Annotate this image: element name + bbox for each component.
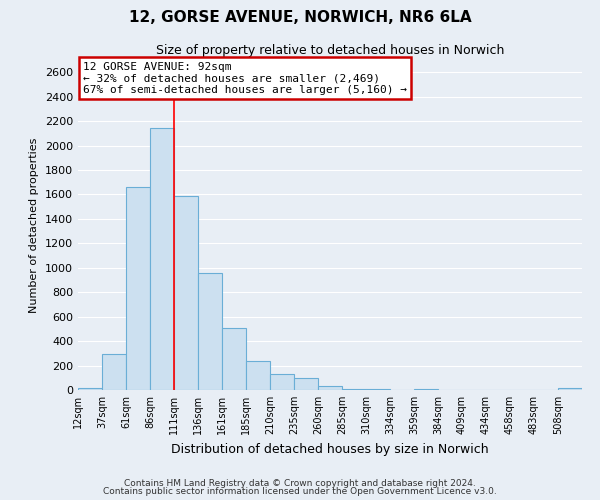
X-axis label: Distribution of detached houses by size in Norwich: Distribution of detached houses by size … [171,442,489,456]
Bar [126,187,150,390]
Bar [174,196,198,390]
Bar [246,360,270,390]
Text: 12, GORSE AVENUE, NORWICH, NR6 6LA: 12, GORSE AVENUE, NORWICH, NR6 6LA [128,10,472,25]
Title: Size of property relative to detached houses in Norwich: Size of property relative to detached ho… [156,44,504,58]
Bar [198,274,222,390]
Bar [270,374,294,390]
Text: Contains public sector information licensed under the Open Government Licence v3: Contains public sector information licen… [103,487,497,496]
Y-axis label: Number of detached properties: Number of detached properties [29,138,40,312]
Bar [558,388,582,390]
Bar [102,354,126,390]
Bar [150,128,174,390]
Bar [78,388,102,390]
Text: Contains HM Land Registry data © Crown copyright and database right 2024.: Contains HM Land Registry data © Crown c… [124,478,476,488]
Text: 12 GORSE AVENUE: 92sqm
← 32% of detached houses are smaller (2,469)
67% of semi-: 12 GORSE AVENUE: 92sqm ← 32% of detached… [83,62,407,95]
Bar [222,328,246,390]
Bar [294,378,318,390]
Bar [318,386,342,390]
